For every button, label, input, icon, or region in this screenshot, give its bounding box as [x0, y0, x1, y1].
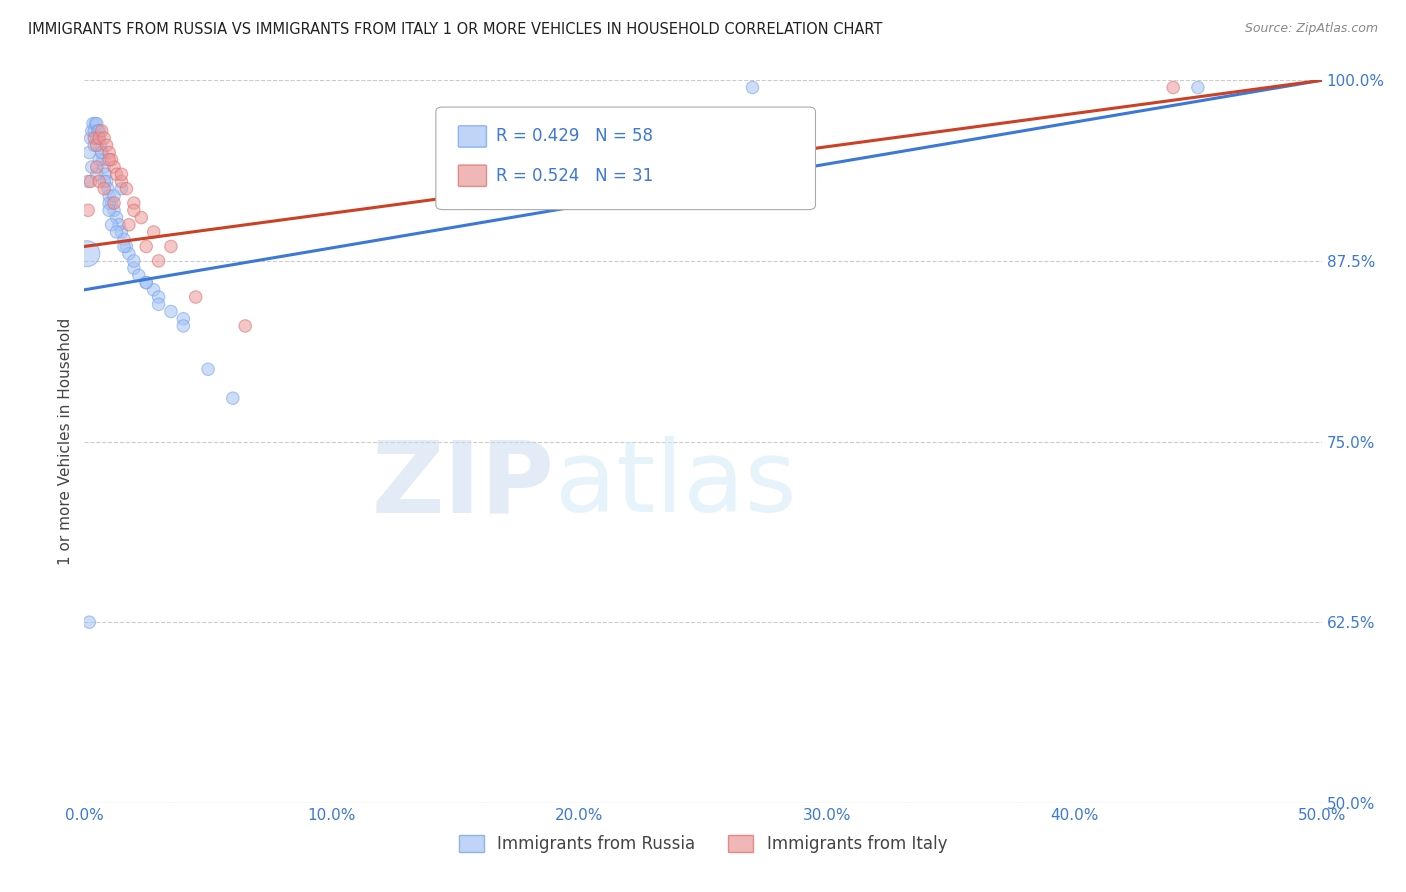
- Point: [98, 203, 121, 218]
- Point: [172, 318, 194, 333]
- Point: [122, 196, 145, 211]
- Point: [122, 261, 145, 276]
- Point: [80, 160, 103, 174]
- Point: [115, 181, 138, 195]
- Point: [90, 124, 112, 138]
- Point: [90, 145, 112, 160]
- Point: [110, 167, 132, 181]
- Point: [89, 131, 111, 145]
- Text: R = 0.429   N = 58: R = 0.429 N = 58: [496, 128, 654, 145]
- Point: [160, 304, 183, 318]
- Point: [129, 211, 152, 225]
- Point: [93, 174, 115, 188]
- Point: [76, 246, 98, 260]
- Point: [91, 153, 114, 167]
- Point: [122, 254, 145, 268]
- Point: [103, 160, 125, 174]
- Point: [103, 189, 125, 203]
- Point: [89, 131, 111, 145]
- Point: [86, 117, 108, 131]
- Point: [100, 153, 122, 167]
- Point: [98, 189, 121, 203]
- Point: [135, 239, 157, 253]
- Point: [93, 131, 115, 145]
- Point: [103, 196, 125, 211]
- Point: [86, 131, 108, 145]
- Point: [93, 160, 115, 174]
- Point: [105, 225, 128, 239]
- Legend: Immigrants from Russia, Immigrants from Italy: Immigrants from Russia, Immigrants from …: [451, 828, 955, 860]
- Point: [103, 203, 125, 218]
- Point: [160, 239, 183, 253]
- Point: [148, 254, 170, 268]
- Point: [86, 160, 108, 174]
- Point: [135, 276, 157, 290]
- Point: [118, 218, 141, 232]
- Point: [89, 153, 111, 167]
- Point: [84, 117, 107, 131]
- Point: [86, 167, 108, 181]
- Text: R = 0.524   N = 31: R = 0.524 N = 31: [496, 167, 654, 185]
- Point: [79, 615, 101, 630]
- Point: [135, 276, 157, 290]
- Point: [148, 290, 170, 304]
- Point: [89, 174, 111, 188]
- Point: [87, 124, 110, 138]
- Point: [96, 174, 118, 188]
- Point: [79, 131, 101, 145]
- Point: [89, 138, 111, 153]
- Y-axis label: 1 or more Vehicles in Household: 1 or more Vehicles in Household: [58, 318, 73, 566]
- Point: [98, 196, 121, 211]
- Point: [98, 153, 121, 167]
- Point: [77, 203, 100, 218]
- Point: [86, 138, 108, 153]
- Text: ZIP: ZIP: [371, 436, 554, 533]
- Point: [122, 203, 145, 218]
- Point: [110, 225, 132, 239]
- Point: [1187, 80, 1209, 95]
- Point: [741, 80, 763, 95]
- Point: [82, 117, 104, 131]
- Point: [148, 297, 170, 311]
- Text: IMMIGRANTS FROM RUSSIA VS IMMIGRANTS FROM ITALY 1 OR MORE VEHICLES IN HOUSEHOLD : IMMIGRANTS FROM RUSSIA VS IMMIGRANTS FRO…: [28, 22, 883, 37]
- Point: [79, 174, 101, 188]
- Point: [100, 196, 122, 211]
- Point: [115, 239, 138, 253]
- Point: [79, 145, 101, 160]
- Point: [105, 211, 128, 225]
- Point: [184, 290, 207, 304]
- Point: [118, 246, 141, 260]
- Point: [197, 362, 219, 376]
- Point: [89, 124, 111, 138]
- Point: [83, 124, 105, 138]
- Point: [77, 174, 100, 188]
- Point: [142, 225, 165, 239]
- Point: [96, 138, 118, 153]
- Point: [110, 181, 132, 195]
- Point: [100, 218, 122, 232]
- Point: [222, 391, 245, 405]
- Point: [1161, 80, 1184, 95]
- Point: [172, 311, 194, 326]
- Point: [142, 283, 165, 297]
- Point: [83, 138, 105, 153]
- Point: [97, 181, 120, 195]
- Point: [90, 145, 112, 160]
- Point: [105, 167, 128, 181]
- Point: [80, 124, 103, 138]
- Point: [94, 167, 117, 181]
- Point: [98, 145, 121, 160]
- Text: atlas: atlas: [554, 436, 796, 533]
- Point: [110, 174, 132, 188]
- Point: [112, 239, 135, 253]
- Point: [233, 318, 256, 333]
- Point: [83, 131, 105, 145]
- Point: [108, 218, 131, 232]
- Point: [128, 268, 150, 283]
- Point: [112, 232, 135, 246]
- Text: Source: ZipAtlas.com: Source: ZipAtlas.com: [1244, 22, 1378, 36]
- Point: [93, 181, 115, 195]
